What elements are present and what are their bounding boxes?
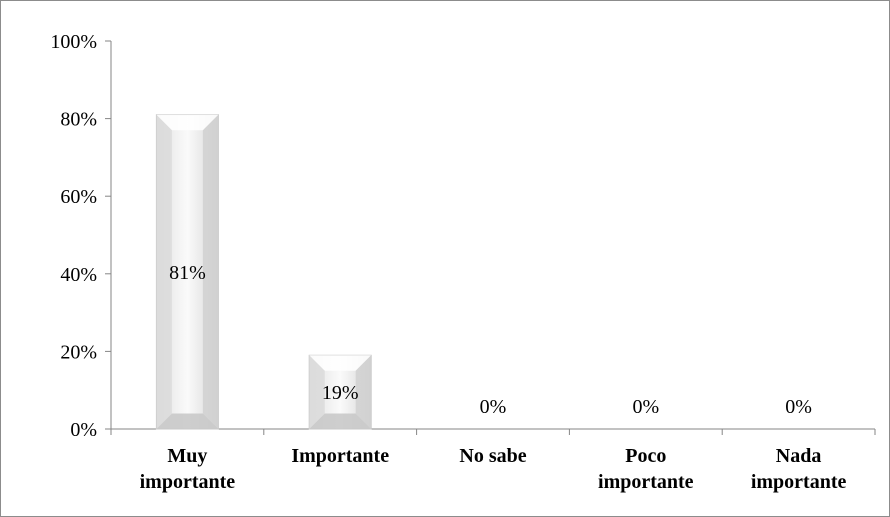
- bar: [155, 114, 219, 430]
- category-label: No sabe: [459, 445, 526, 467]
- y-tick-label: 60%: [60, 186, 97, 208]
- labels: 0% 20% 40% 60% 80% 100% 81% Muy importante 19% Imp…: [50, 31, 846, 493]
- category-label: Importante: [291, 445, 389, 467]
- bar-bevel-bottom: [309, 413, 372, 429]
- data-label: 19%: [322, 382, 359, 404]
- category-label: Nada importante: [751, 445, 847, 493]
- bar: [308, 354, 372, 430]
- data-label: 0%: [785, 396, 812, 418]
- bar-bevel-right: [202, 114, 219, 429]
- bar-bevel-left: [309, 355, 325, 429]
- bar-bevel-top: [309, 355, 372, 371]
- category-label: Poco importante: [598, 445, 694, 493]
- data-label: 0%: [480, 396, 507, 418]
- y-tick-label: 20%: [60, 341, 97, 363]
- y-tick-label: 40%: [60, 264, 97, 286]
- bar-bevel-bottom: [156, 413, 219, 429]
- y-tick-label: 100%: [50, 31, 97, 53]
- bar-bevel-right: [355, 355, 372, 429]
- bars: [155, 114, 372, 430]
- y-tick-label: 0%: [70, 419, 97, 441]
- data-label: 81%: [169, 262, 206, 284]
- y-tick-label: 80%: [60, 109, 97, 131]
- bar-bevel-top: [156, 114, 219, 131]
- axes: [105, 40, 876, 435]
- data-label: 0%: [632, 396, 659, 418]
- category-label: Muy importante: [140, 445, 236, 493]
- bar-bevel-left: [156, 114, 172, 429]
